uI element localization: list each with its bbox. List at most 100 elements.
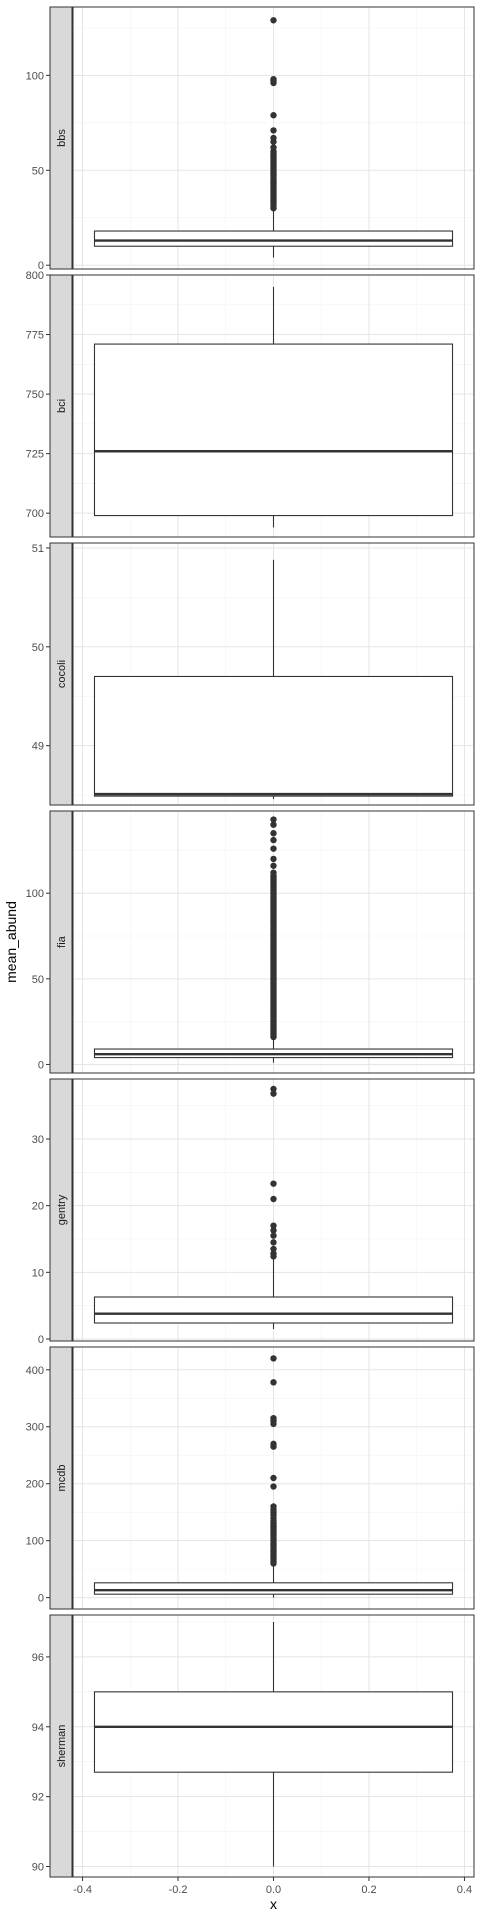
facet-strip [49,1346,73,1610]
y-tick-label: 100 [26,1536,44,1548]
box-iqr [93,343,454,517]
outlier-point [270,144,277,151]
x-axis-title: x [270,1896,277,1912]
outlier-point [270,1379,277,1386]
y-tick-label: 10 [32,1267,44,1279]
x-tick-label: -0.2 [169,1884,188,1896]
y-tick-label: 30 [32,1134,44,1146]
facet-label: bbs [56,129,68,147]
panel-mcdb: mcdb 0 100 200 300 400 [26,1346,475,1610]
outlier-point [270,1474,277,1482]
outlier-point [270,821,277,828]
outlier-point [270,1239,277,1246]
panel-cocoli: cocoli 49 50 51 [32,542,475,806]
panel-border [72,542,475,806]
y-tick-label: 90 [32,1862,44,1874]
facet-strip [49,1078,73,1342]
box-iqr [93,1691,454,1773]
y-tick-label: 50 [32,165,44,177]
facet-strip [49,6,73,270]
outlier-point [270,1414,277,1422]
facet-strip [49,274,73,538]
facet-label: bci [56,399,68,413]
box-iqr [93,675,454,797]
outlier-point [270,845,277,852]
facet-label: cocoli [56,660,68,688]
y-tick-label: 400 [26,1365,44,1377]
outlier-point [270,830,277,837]
panel-border [72,6,475,270]
outlier-point [270,1355,277,1362]
panel-border [72,1078,475,1342]
outlier-point [270,816,277,823]
y-tick-label: 94 [32,1722,44,1734]
y-tick-label: 0 [38,1059,44,1071]
outlier-point [270,127,277,134]
x-tick-label: 0.0 [266,1884,281,1896]
x-tick-label: -0.4 [73,1884,92,1896]
panels-group: bbs050100bci700725750775800cocoli495051f… [26,6,475,1878]
y-tick-label: 51 [32,543,44,555]
panel-border [72,274,475,538]
outlier-point [270,1195,277,1203]
outlier-point [270,862,277,869]
outlier-point [270,1245,277,1253]
y-tick-label: 49 [32,741,44,753]
panel-gentry: gentry 0 10 20 30 [32,1078,475,1346]
outlier-point [270,869,277,876]
panel-border [72,1346,475,1610]
facet-strip [49,1614,73,1878]
y-tick-label: 200 [26,1479,44,1491]
x-tick-label: 0.2 [361,1884,376,1896]
y-tick-label: 50 [32,974,44,986]
facet-strip [49,542,73,806]
outlier-point [270,1085,277,1093]
outlier-point [270,1483,277,1490]
panel-bci: bci 700 725 750 775 800 [26,270,475,538]
outlier-point [270,75,277,83]
outlier-point [270,836,277,844]
y-tick-label: 0 [38,260,44,272]
y-tick-label: 750 [26,389,44,401]
panel-bbs: bbs 0 50 100 [26,6,475,272]
y-tick-label: 20 [32,1201,44,1213]
y-tick-label: 700 [26,508,44,520]
outlier-point [270,1090,277,1097]
y-tick-label: 92 [32,1792,44,1804]
box-iqr [93,1582,454,1595]
panel-border [72,810,475,1074]
outlier-point [270,1180,277,1187]
outlier-point [270,112,277,119]
x-axis: -0.4 -0.2 0.0 0.2 0.4 [73,1877,472,1896]
y-tick-label: 100 [26,888,44,900]
y-tick-label: 96 [32,1652,44,1664]
y-tick-label: 725 [26,449,44,461]
panel-fia: fia 0 50 100 [26,810,475,1074]
facet-label: sherman [56,1725,68,1768]
panel-sherman: sherman 90 92 94 96 [32,1614,475,1878]
y-tick-label: 0 [38,1593,44,1605]
outlier-point [270,1440,277,1448]
outlier-point [270,134,277,142]
outlier-point [270,17,277,24]
facet-label: gentry [56,1194,68,1225]
y-axis-title: mean_abund [3,901,19,983]
facet-label: mcdb [56,1465,68,1492]
box-iqr [93,230,454,247]
y-tick-label: 100 [26,70,44,82]
outlier-point [270,855,277,863]
facet-strip [49,810,73,1074]
outlier-point [270,1222,277,1229]
outlier-point [270,1503,277,1510]
x-tick-label: 0.4 [457,1884,472,1896]
y-tick-label: 0 [38,1334,44,1346]
y-tick-label: 800 [26,270,44,282]
facet-label: fia [56,935,68,948]
box-iqr [93,1296,454,1324]
outlier-point [270,1232,277,1239]
y-tick-label: 300 [26,1422,44,1434]
y-tick-label: 775 [26,330,44,342]
y-tick-label: 50 [32,642,44,654]
outlier-point [270,1250,277,1257]
